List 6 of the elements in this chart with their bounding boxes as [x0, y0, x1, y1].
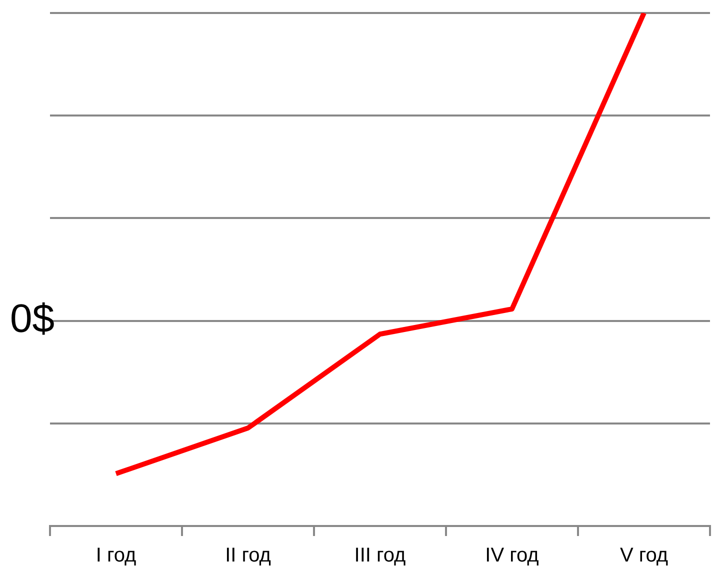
y-axis-title: 0$: [10, 296, 54, 341]
x-tick-label: I год: [96, 544, 136, 567]
x-tick-label: V год: [620, 544, 668, 567]
x-tick-label: II год: [225, 544, 272, 567]
x-tick-label: III год: [354, 544, 406, 567]
x-tick-label: IV год: [485, 544, 540, 567]
